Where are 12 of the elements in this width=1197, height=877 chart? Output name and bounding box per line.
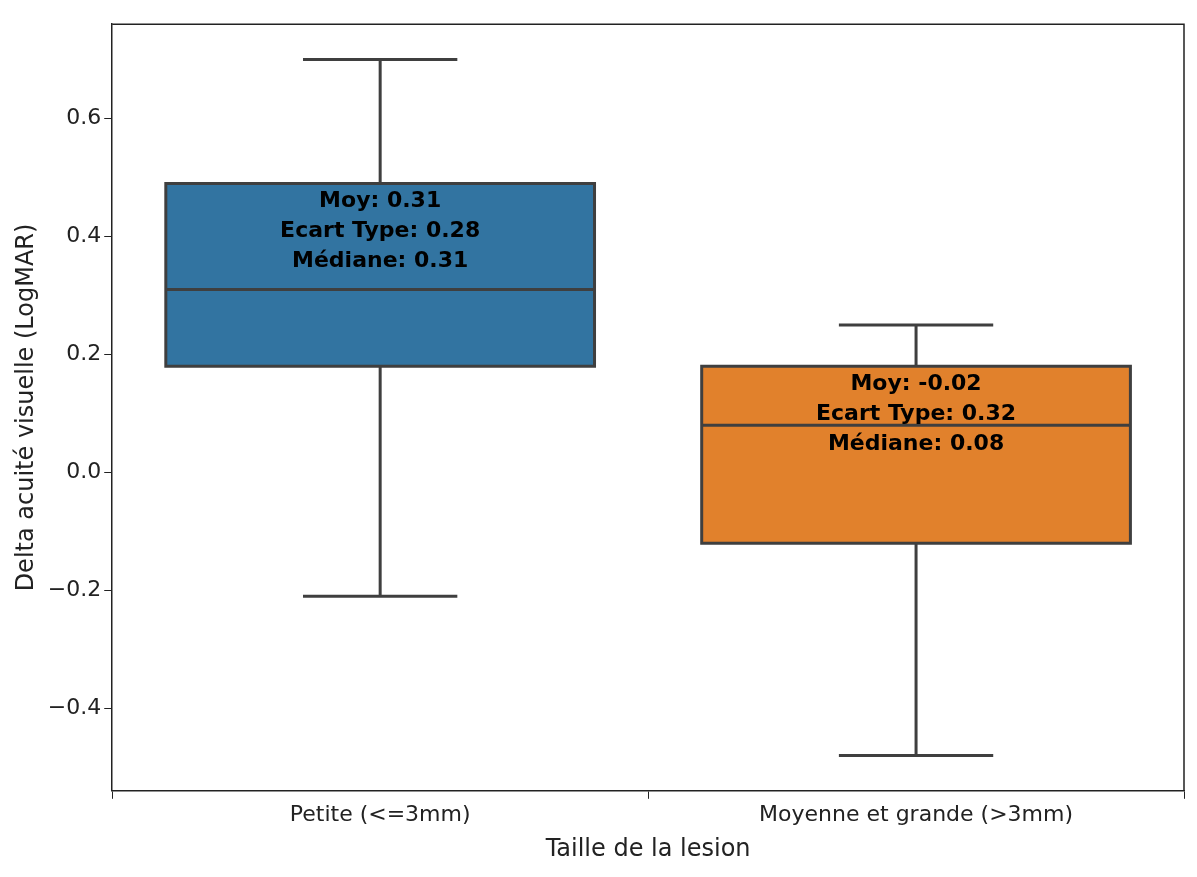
y-axis-title: Delta acuité visuelle (LogMAR) xyxy=(10,223,39,592)
y-tick-label: −0.2 xyxy=(47,576,102,602)
y-tick-label: 0.6 xyxy=(66,104,102,130)
y-tick-label: 0.2 xyxy=(66,340,102,366)
x-tick-label: Petite (<=3mm) xyxy=(289,800,471,826)
y-tick-label: −0.4 xyxy=(47,693,102,719)
annotation: Moy: -0.02 Ecart Type: 0.32 Médiane: 0.08 xyxy=(816,369,1017,455)
x-tick-label: Moyenne et grande (>3mm) xyxy=(759,800,1074,826)
y-tick-label: 0.0 xyxy=(66,458,102,484)
x-axis-title: Taille de la lesion xyxy=(544,833,751,862)
y-tick-label: 0.4 xyxy=(66,222,102,248)
annotation: Moy: 0.31 Ecart Type: 0.28 Médiane: 0.31 xyxy=(280,187,481,273)
